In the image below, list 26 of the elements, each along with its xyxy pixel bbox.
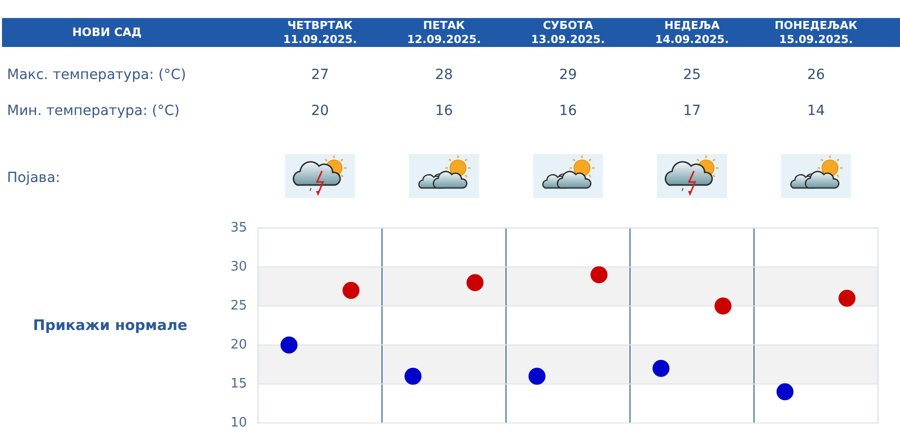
text: Појава: xyxy=(7,169,60,187)
data-label: 26 xyxy=(806,66,826,84)
text: ПЕТАК 12.09.2025. xyxy=(406,19,482,47)
data-label: 20 xyxy=(310,102,330,120)
data-label: 16 xyxy=(558,102,578,120)
y-tick-label: 15 xyxy=(230,376,247,392)
data-label: 14 xyxy=(806,102,826,120)
data-label: 28 xyxy=(434,66,454,84)
text: НОВИ САД xyxy=(71,24,143,41)
text: Мин. температура: (°C) xyxy=(7,102,180,120)
data-label: 25 xyxy=(682,66,702,84)
y-tick-label: 10 xyxy=(230,415,247,430)
text: НЕДЕЉА 14.09.2025. xyxy=(654,19,730,47)
y-tick-label: 20 xyxy=(230,337,247,352)
y-tick-label: 25 xyxy=(230,298,247,314)
text: ЧЕТВРТАК 11.09.2025. xyxy=(282,19,358,47)
data-label: 29 xyxy=(558,66,578,84)
text: СУБОТА 13.09.2025. xyxy=(530,19,606,47)
text: ПОНЕДЕЉАК 15.09.2025. xyxy=(774,19,858,47)
y-tick-label: 35 xyxy=(230,220,247,236)
text: Макс. температура: (°C) xyxy=(7,66,186,84)
data-label: 16 xyxy=(434,102,454,120)
y-tick-label: 30 xyxy=(230,259,247,274)
data-label: 17 xyxy=(682,102,702,120)
text: Прикажи нормале xyxy=(33,316,188,334)
data-label: 27 xyxy=(310,66,330,84)
